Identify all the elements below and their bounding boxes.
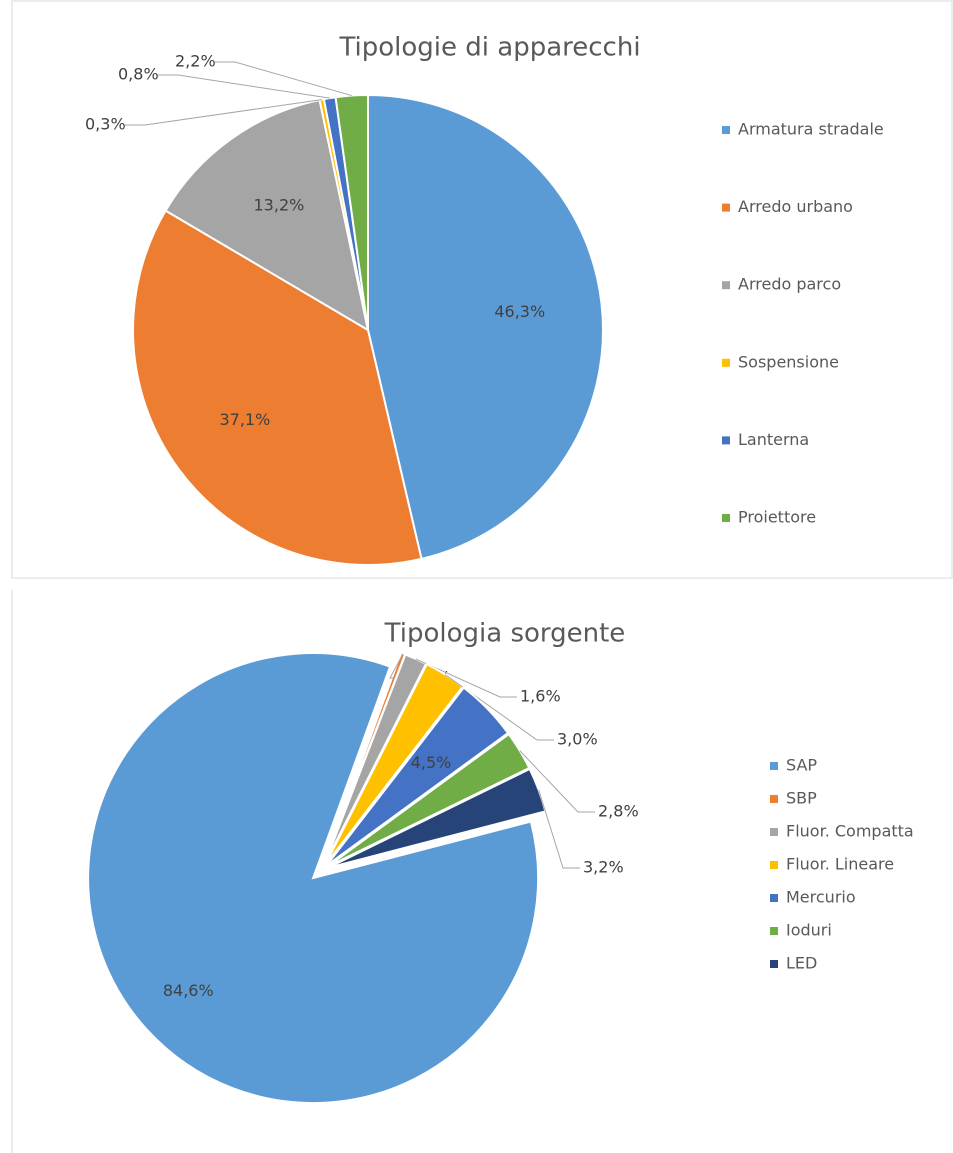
legend-swatch	[770, 861, 778, 869]
pie-slice	[132, 209, 423, 566]
data-label: 84,6%	[163, 981, 214, 1000]
data-label: 0,8%	[118, 65, 159, 84]
legend-label: Arredo urbano	[738, 197, 853, 216]
legend-swatch	[770, 927, 778, 935]
legend-label: SAP	[786, 756, 817, 775]
pie-slice	[87, 652, 540, 1105]
legend-label: Mercurio	[786, 888, 856, 907]
legend-swatch	[770, 828, 778, 836]
legend-label: Lanterna	[738, 430, 809, 449]
legend-label: Arredo parco	[738, 275, 841, 294]
legend-swatch	[722, 436, 730, 445]
legend-swatch	[770, 762, 778, 770]
data-label: 4,5%	[411, 753, 452, 772]
leader-line	[519, 750, 595, 813]
chart-title: Tipologie di apparecchi	[338, 33, 640, 63]
leader-line	[415, 658, 517, 698]
legend-swatch	[722, 126, 730, 134]
leader-line	[125, 99, 322, 126]
pie-slice	[325, 686, 510, 867]
data-label: 1,6%	[520, 687, 561, 706]
legend-label: LED	[786, 954, 817, 973]
data-label: 13,2%	[254, 195, 305, 214]
data-label: 3,2%	[583, 858, 624, 877]
legend-label: Ioduri	[786, 921, 832, 940]
legend-label: SBP	[786, 789, 817, 808]
pie-slice	[367, 93, 604, 561]
legend-label: Fluor. Lineare	[786, 855, 894, 874]
legend-swatch	[770, 894, 778, 902]
legend-swatch	[770, 960, 778, 968]
legend-swatch	[722, 358, 730, 367]
data-label: 0,3%	[85, 115, 126, 134]
legend-label: Fluor. Compatta	[786, 822, 914, 841]
legend-swatch	[770, 795, 778, 803]
data-label: 2,2%	[175, 52, 216, 71]
legend-label: Proiettore	[738, 508, 816, 527]
data-label: 37,1%	[219, 410, 270, 429]
pie-slice	[164, 98, 370, 333]
data-label: 2,8%	[598, 802, 639, 821]
legend-swatch	[722, 203, 730, 212]
legend-swatch	[722, 281, 730, 290]
data-label: 46,3%	[494, 302, 545, 321]
leader-line	[158, 74, 330, 99]
leader-line	[215, 61, 352, 97]
legend-swatch	[722, 514, 730, 522]
legend-label: Armatura stradale	[738, 120, 884, 139]
leader-line	[538, 789, 580, 869]
pie-slice	[326, 732, 531, 868]
data-label: 3,0%	[557, 730, 598, 749]
chart-title: Tipologia sorgente	[384, 619, 626, 649]
legend-label: Sospensione	[738, 352, 839, 371]
